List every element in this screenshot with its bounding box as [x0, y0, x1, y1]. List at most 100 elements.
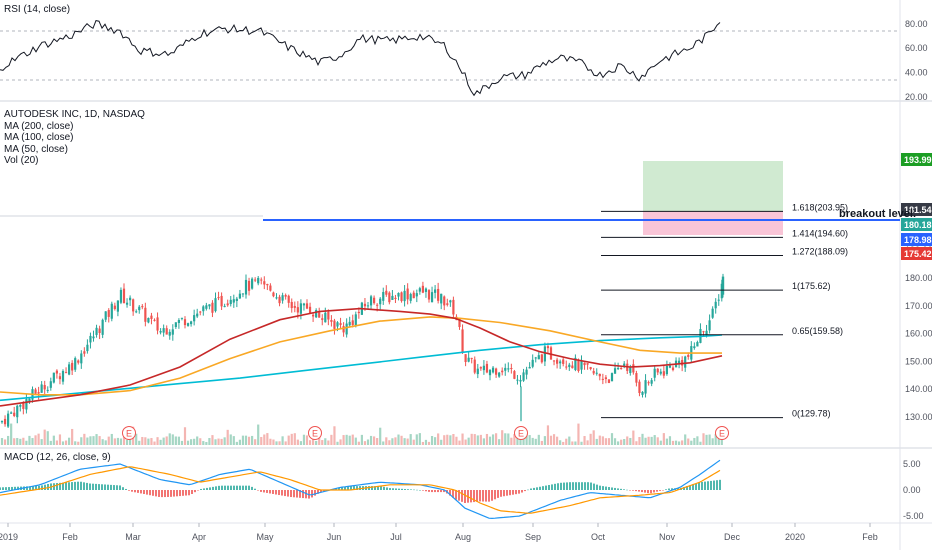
macd-hist-bar — [302, 490, 304, 499]
candle-body — [495, 368, 498, 375]
candle-body — [116, 300, 119, 312]
candle-body — [412, 292, 415, 299]
macd-hist-bar — [413, 489, 415, 491]
price-tag-label: 180.18 — [904, 220, 932, 230]
volume-bar — [357, 441, 360, 445]
earnings-marker[interactable] — [715, 426, 729, 440]
volume-bar — [452, 433, 455, 445]
macd-hist-bar — [17, 486, 19, 490]
macd-hist-bar — [710, 480, 712, 490]
volume-bar — [678, 441, 681, 445]
macd-hist-bar — [692, 484, 694, 490]
macd-hist-bar — [500, 490, 502, 497]
macd-hist-bar — [698, 482, 700, 490]
time-tick-label: Nov — [659, 532, 676, 542]
fib-extension[interactable]: 1.618(203.95) 1.414(194.60) 1.272(188.09) 1… — [601, 202, 848, 419]
macd-hist-bar — [299, 490, 301, 498]
macd-hist-bar — [719, 479, 721, 490]
candle-body — [687, 354, 690, 357]
earnings-marker[interactable] — [514, 426, 528, 440]
macd-hist-bar — [530, 488, 532, 490]
legend-ma200[interactable]: MA (200, close) — [4, 120, 74, 132]
time-axis[interactable]: 2019 Feb Mar Apr May Jun Jul Aug Sep Oct Nov Dec 202… — [0, 523, 878, 542]
volume-bar — [519, 436, 522, 445]
legend-volume[interactable]: Vol (20) — [4, 155, 39, 167]
volume-bars — [0, 423, 723, 445]
volume-bar — [470, 433, 473, 445]
volume-bar — [434, 437, 437, 445]
volume-bar — [455, 436, 458, 445]
volume-bar — [510, 437, 513, 445]
volume-bar — [144, 437, 147, 445]
price-tick: 180.00 — [905, 273, 932, 283]
volume-bar — [186, 440, 190, 445]
volume-bar — [205, 441, 208, 445]
candle-body — [135, 311, 138, 313]
volume-bar — [626, 436, 629, 445]
earnings-marker[interactable] — [308, 426, 322, 440]
candle-body — [315, 310, 318, 318]
candle-body — [476, 368, 479, 375]
volume-bar — [495, 433, 498, 445]
macd-hist-bar — [575, 482, 577, 490]
legend-ma100[interactable]: MA (100, close) — [4, 132, 74, 144]
macd-hist-bar — [44, 484, 46, 490]
macd-label[interactable]: MACD (12, 26, close, 9) — [4, 452, 111, 463]
volume-bar — [315, 440, 318, 445]
time-tick-label: Apr — [192, 532, 206, 542]
candle-body — [617, 368, 620, 370]
volume-bar — [3, 439, 7, 445]
candle-body — [330, 320, 333, 322]
volume-bar — [574, 441, 577, 445]
symbol-title[interactable]: AUTODESK INC, 1D, NASDAQ — [4, 109, 145, 120]
candle-body — [376, 304, 379, 306]
volume-bar — [394, 437, 397, 445]
candle-body — [223, 306, 226, 308]
volume-bar — [516, 437, 519, 445]
candle-body — [147, 318, 150, 323]
fib-label: 0(129.78) — [792, 409, 831, 419]
candle-body — [58, 376, 62, 380]
candle-body — [479, 367, 482, 369]
macd-hist-bar — [416, 489, 418, 491]
candle-body — [647, 382, 650, 384]
earnings-marker[interactable] — [122, 426, 136, 440]
price-axis[interactable]: 80.0060.0040.0020.00200.00190.00180.0017… — [903, 19, 932, 521]
candle-body — [101, 319, 104, 335]
volume-bar — [125, 439, 129, 445]
candle-body — [159, 331, 162, 333]
candle-body — [171, 329, 174, 335]
candle-body — [604, 377, 607, 380]
macd-hist-bar — [617, 488, 619, 490]
volume-bar — [397, 434, 400, 445]
macd-hist-bar — [497, 490, 499, 498]
macd-hist-bar — [170, 490, 172, 497]
candle-body — [40, 384, 43, 393]
volume-bar — [665, 438, 668, 445]
macd-hist-bar — [215, 486, 217, 490]
volume-bar — [437, 433, 440, 445]
macd-hist-bar — [623, 489, 625, 490]
candle-body — [427, 290, 431, 300]
volume-bar — [668, 436, 672, 445]
fib-label: 1.414(194.60) — [792, 228, 848, 238]
rsi-label[interactable]: RSI (14, close) — [4, 4, 71, 15]
macd-hist-bar — [80, 481, 82, 490]
breakout-annotation[interactable]: breakout level. — [839, 208, 917, 220]
macd-hist-bar — [476, 490, 478, 502]
legend-ma50[interactable]: MA (50, close) — [4, 143, 68, 155]
candle-body — [592, 370, 595, 374]
earnings-marker-label: E — [518, 429, 524, 439]
candle-body — [458, 318, 461, 327]
candle-body — [333, 320, 336, 329]
candle-body — [348, 321, 351, 326]
volume-bar — [382, 441, 385, 445]
volume-bar — [150, 438, 153, 445]
candle-body — [443, 296, 446, 306]
volume-bar — [165, 436, 168, 445]
candle-body — [406, 288, 409, 300]
volume-bar — [491, 434, 495, 445]
candle-body — [119, 289, 123, 303]
macd-hist-bar — [152, 490, 154, 496]
